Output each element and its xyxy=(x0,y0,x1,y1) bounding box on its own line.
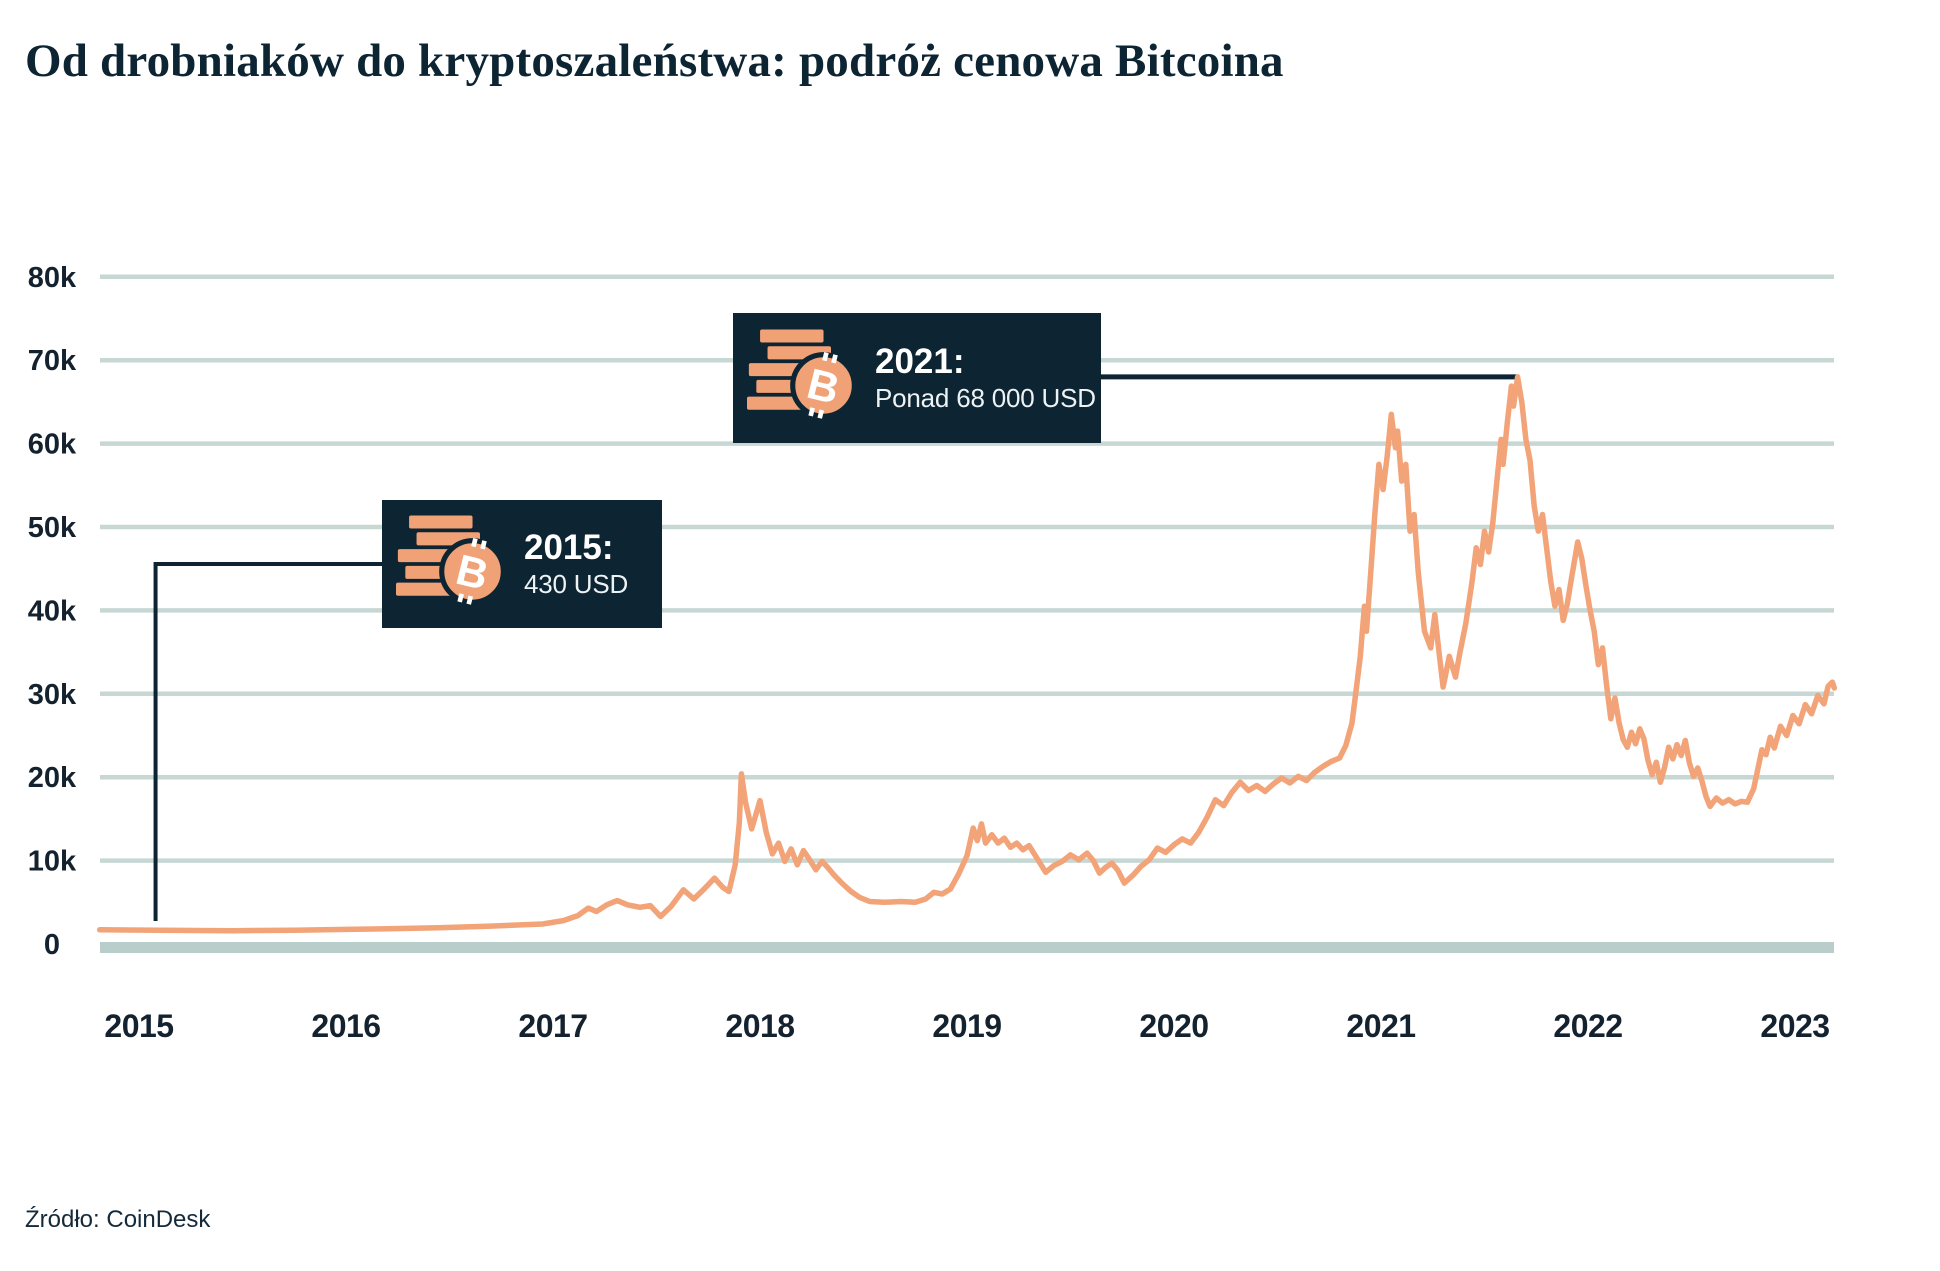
y-tick-label: 40k xyxy=(28,595,77,627)
y-tick-label: 30k xyxy=(28,679,77,711)
callout-2021-value-label: Ponad 68 000 USD xyxy=(875,382,1096,413)
callout-2015-value-label: 430 USD xyxy=(524,568,629,599)
x-tick-label: 2020 xyxy=(1139,1008,1208,1044)
callout-2015-text: 2015: 430 USD xyxy=(524,530,628,598)
x-tick-label: 2021 xyxy=(1346,1008,1415,1044)
bitcoin-price-line xyxy=(96,374,1838,934)
bitcoin-coin-stack-icon: B xyxy=(747,329,857,419)
x-tick-label: 2023 xyxy=(1760,1008,1829,1044)
y-tick-label: 50k xyxy=(28,512,77,544)
callout-2015-year-label: 2015: xyxy=(524,527,614,567)
bitcoin-coin-stack-icon: B xyxy=(396,515,506,605)
y-tick-label: 0 xyxy=(44,929,60,961)
callout-2015-connector-line xyxy=(153,562,382,921)
y-tick-label: 60k xyxy=(28,429,77,461)
callout-2021: B 2021: Ponad 68 000 USD xyxy=(733,313,1101,443)
x-tick-label: 2018 xyxy=(725,1008,794,1044)
callout-2015: B 2015: 430 USD xyxy=(382,500,662,628)
source-note: Źródło: CoinDesk xyxy=(25,1206,211,1233)
x-tick-label: 2015 xyxy=(104,1008,173,1044)
x-tick-label: 2022 xyxy=(1553,1008,1622,1044)
x-tick-label: 2019 xyxy=(932,1008,1001,1044)
page-title: Od drobniaków do kryptoszaleństwa: podró… xyxy=(25,35,1284,88)
x-tick-label: 2016 xyxy=(311,1008,380,1044)
y-tick-label: 80k xyxy=(28,262,77,294)
y-tick-label: 70k xyxy=(28,345,77,377)
x-axis-baseline xyxy=(100,942,1834,953)
x-tick-label: 2017 xyxy=(518,1008,587,1044)
y-tick-label: 10k xyxy=(28,846,77,878)
y-tick-label: 20k xyxy=(28,762,77,794)
callout-2021-text: 2021: Ponad 68 000 USD xyxy=(875,344,1096,412)
callout-2021-year-label: 2021: xyxy=(875,341,965,381)
